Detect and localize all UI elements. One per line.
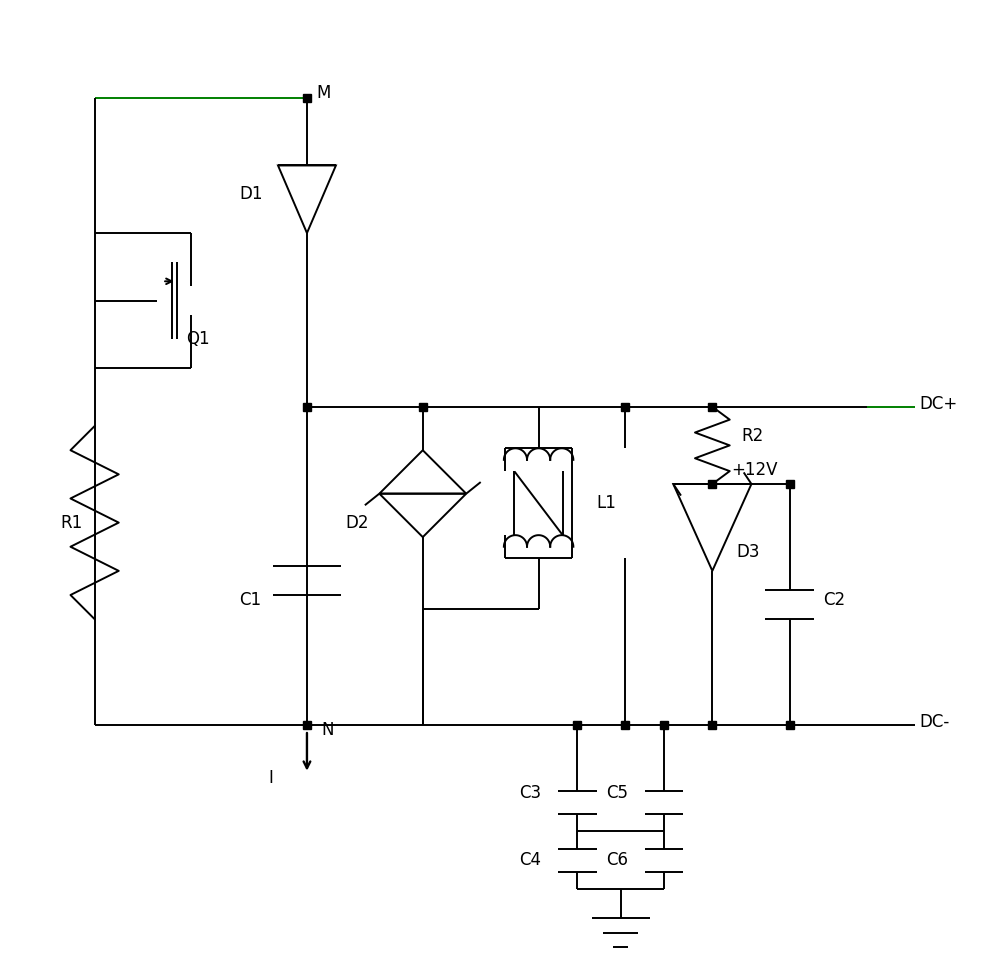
Text: I: I — [268, 770, 273, 787]
Text: R2: R2 — [741, 427, 764, 444]
Text: C6: C6 — [606, 852, 628, 869]
Text: C2: C2 — [823, 590, 845, 609]
Text: C4: C4 — [519, 852, 541, 869]
Text: R1: R1 — [61, 514, 83, 531]
Text: D1: D1 — [239, 186, 263, 203]
Text: DC-: DC- — [920, 713, 950, 732]
Text: L1: L1 — [597, 495, 616, 512]
Text: +12V: +12V — [732, 461, 778, 478]
Text: C5: C5 — [606, 784, 628, 802]
Text: N: N — [321, 721, 334, 740]
Text: D2: D2 — [346, 514, 369, 531]
Text: C1: C1 — [239, 590, 262, 609]
Text: Q1: Q1 — [186, 330, 210, 348]
Text: DC+: DC+ — [920, 395, 958, 413]
Text: C3: C3 — [519, 784, 541, 802]
Text: D3: D3 — [736, 543, 760, 560]
Text: M: M — [317, 84, 331, 102]
